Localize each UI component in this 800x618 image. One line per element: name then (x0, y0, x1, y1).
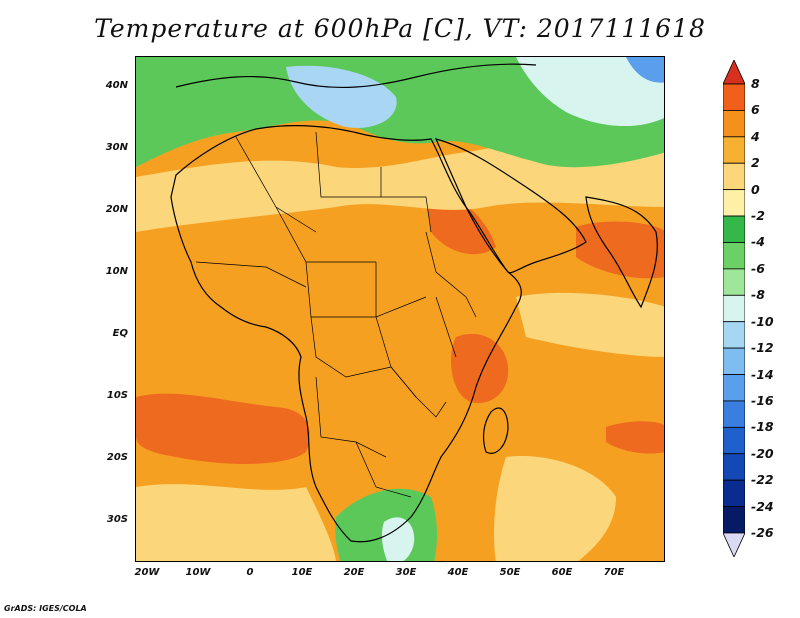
lon-label-60e: 60E (551, 567, 573, 578)
lat-label-40n: 40N (105, 80, 128, 91)
coastline-group (170, 63, 658, 543)
lon-label-20e: 20E (343, 567, 365, 578)
colorbar-level-label: 4 (751, 128, 760, 144)
colorbar-level-label: -8 (751, 287, 765, 303)
field-mild-mozambique (494, 456, 616, 561)
colorbar-band (723, 479, 745, 507)
colorbar-level-label: -26 (751, 525, 774, 540)
field-mild-south (136, 484, 336, 561)
colorbar-band (723, 189, 745, 217)
colorbar-level-label: 2 (751, 155, 760, 171)
colorbar-level-label: -10 (751, 313, 774, 329)
colorbar-band (723, 321, 745, 349)
colorbar-band (723, 242, 745, 270)
colorbar-band (723, 400, 745, 428)
colorbar-band (723, 215, 745, 243)
colorbar-level-label: -2 (751, 208, 765, 224)
colorbar-band (723, 294, 745, 323)
colorbar-band (723, 110, 745, 138)
field-hot-southern-atlantic (136, 393, 310, 464)
field-hot-east-africa (451, 333, 509, 403)
colorbar (723, 60, 745, 557)
lon-label-10e: 10E (291, 567, 313, 578)
lat-label-10n: 10N (105, 266, 128, 277)
colorbar-top-triangle (723, 60, 745, 85)
lat-label-20s: 20S (106, 452, 128, 463)
colorbar-level-label: -20 (751, 445, 774, 461)
colorbar-band (723, 506, 745, 534)
colorbar-band (723, 426, 745, 455)
colorbar-band (723, 453, 745, 481)
field-cold-caucasus (516, 57, 664, 126)
lon-label-30e: 30E (395, 567, 417, 578)
lat-label-10s: 10S (106, 390, 128, 401)
field-hot-arabia (426, 195, 496, 255)
lon-label-50e: 50E (499, 567, 521, 578)
country-borders (195, 131, 477, 498)
colorbar-band (723, 347, 745, 375)
lat-label-30s: 30S (106, 514, 128, 525)
temperature-map (135, 56, 665, 562)
field-hot-india (576, 221, 664, 279)
chart-title: Temperature at 600hPa [C], VT: 201711161… (94, 14, 706, 43)
lon-label-70e: 70E (603, 567, 625, 578)
colorbar-level-label: -16 (751, 392, 774, 408)
coastline-africa (170, 125, 522, 543)
colorbar-level-label: -6 (751, 260, 765, 276)
colorbar-band (723, 162, 745, 191)
colorbar-band (723, 268, 745, 296)
lat-label-30n: 30N (105, 142, 128, 153)
colorbar-level-label: -18 (751, 419, 774, 435)
field-green-north (136, 57, 664, 168)
field-cold-southern-tip (381, 517, 415, 561)
lon-label-0: 0 (246, 567, 254, 578)
field-mild-equatorial (516, 292, 664, 357)
colorbar-band (723, 83, 745, 111)
field-cold-mediterranean (286, 65, 397, 128)
field-hot-madagascar-east (606, 421, 664, 454)
lat-label-20n: 20N (105, 204, 128, 215)
colorbar-level-label: -12 (751, 340, 774, 356)
colorbar-level-label: -4 (751, 234, 765, 250)
lon-label-20w: 20W (134, 567, 160, 578)
coastline-madagascar (482, 407, 509, 454)
colorbar-level-label: 0 (751, 181, 760, 197)
colorbar-level-label: -22 (751, 472, 774, 488)
lon-label-10w: 10W (185, 567, 211, 578)
lat-label-eq: EQ (112, 328, 128, 339)
coastline-europe (175, 63, 537, 89)
lon-label-40e: 40E (447, 567, 469, 578)
coastline-arabia (434, 138, 587, 274)
field-cold-far-ne (626, 57, 664, 83)
credit-text: GrADS: IGES/COLA (4, 604, 87, 613)
colorbar-bottom-triangle (723, 532, 745, 557)
colorbar-level-label: -14 (751, 366, 774, 382)
colorbar-level-label: 6 (751, 102, 760, 118)
colorbar-level-label: 8 (751, 76, 760, 91)
colorbar-band (723, 136, 745, 164)
coastline-india (585, 196, 658, 309)
colorbar-band (723, 374, 745, 402)
colorbar-level-label: -24 (751, 498, 774, 514)
